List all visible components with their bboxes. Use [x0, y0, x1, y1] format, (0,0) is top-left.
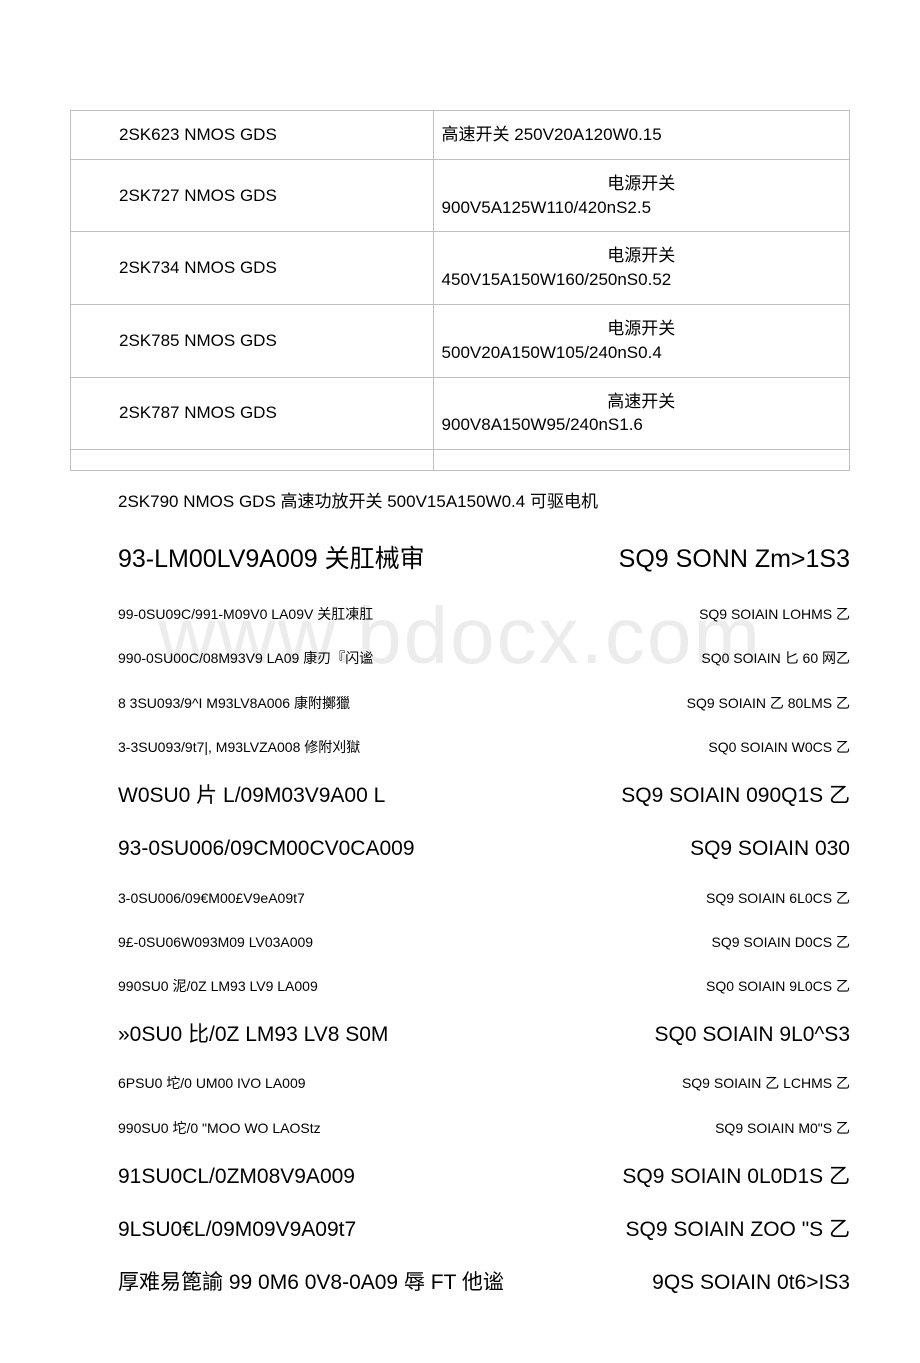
text-row-left: 6PSU0 坨/0 UM00 IVO LA009 — [118, 1074, 306, 1092]
table-cell-right: 电源开关450V15A150W160/250nS0.52 — [433, 232, 849, 305]
text-row: 990SU0 坨/0 "MOO WO LAOStz SQ9 SOIAIN M0"S… — [118, 1119, 850, 1137]
text-row-left: 9LSU0€L/09M09V9A09t7 — [118, 1216, 356, 1243]
text-row-right: SQ9 SOIAIN 030 — [690, 835, 850, 862]
table-row: 2SK785 NMOS GDS电源开关500V20A150W105/240nS0… — [71, 304, 850, 377]
table-cell-right: 高速开关900V8A150W95/240nS1.6 — [433, 377, 849, 450]
table-cell-right — [433, 450, 849, 471]
text-row-right: SQ9 SOIAIN 090Q1S 乙 — [621, 782, 850, 809]
text-row-left: 3-3SU093/9t7|, M93LVZA008 修附刈獄 — [118, 738, 360, 756]
text-row: 3-0SU006/09€M00£V9eA09t7 SQ9 SOIAIN 6L0CS… — [118, 889, 850, 907]
text-row-right: SQ9 SONN Zm>1S3 — [619, 543, 850, 576]
text-row: »0SU0 比/0Z LM93 LV8 S0M SQ0 SOIAIN 9L0^S3 — [118, 1021, 850, 1048]
text-row: 990-0SU00C/08M93V9 LA09 康刃『闪谧 SQ0 SOIAIN … — [118, 649, 850, 667]
table-cell-right: 高速开关 250V20A120W0.15 — [433, 111, 849, 160]
table-cell-right: 电源开关500V20A150W105/240nS0.4 — [433, 304, 849, 377]
table-cell-left: 2SK787 NMOS GDS — [71, 377, 434, 450]
text-row-left: 93-0SU006/09CM00CV0CA009 — [118, 835, 415, 862]
text-row-left: 99-0SU09C/991-M09V0 LA09V 关肛凍肛 — [118, 605, 373, 623]
text-row: W0SU0 片 L/09M03V9A00 L SQ9 SOIAIN 090Q1S … — [118, 782, 850, 809]
text-row: 3-3SU093/9t7|, M93LVZA008 修附刈獄 SQ0 SOIAIN… — [118, 738, 850, 756]
text-row-right: SQ9 SOIAIN ZOO "S 乙 — [626, 1216, 851, 1243]
table-cell-left: 2SK623 NMOS GDS — [71, 111, 434, 160]
text-row-left: W0SU0 片 L/09M03V9A00 L — [118, 782, 385, 809]
text-row-right: SQ9 SOIAIN 6L0CS 乙 — [706, 889, 850, 907]
text-row-right: SQ9 SOIAIN LOHMS 乙 — [699, 605, 850, 623]
text-row: 93-LM00LV9A009 关肛械审 SQ9 SONN Zm>1S3 — [118, 543, 850, 576]
text-row-right: SQ9 SOIAIN 0L0D1S 乙 — [622, 1163, 850, 1190]
text-row-right: SQ0 SOIAIN 匕 60 网乙 — [701, 649, 850, 667]
text-row: 8 3SU093/9^I M93LV8A006 康附擲獵 SQ9 SOIAIN 乙… — [118, 694, 850, 712]
spec-table: 2SK623 NMOS GDS高速开关 250V20A120W0.152SK72… — [70, 110, 850, 471]
table-cell-left: 2SK785 NMOS GDS — [71, 304, 434, 377]
text-row-left: 990SU0 泥/0Z LM93 LV9 LA009 — [118, 977, 318, 995]
text-row-left: 990-0SU00C/08M93V9 LA09 康刃『闪谧 — [118, 649, 373, 667]
text-row-right: SQ0 SOIAIN 9L0^S3 — [655, 1021, 850, 1048]
text-row-left: 93-LM00LV9A009 关肛械审 — [118, 543, 425, 576]
text-row-right: SQ9 SOIAIN M0"S 乙 — [715, 1119, 850, 1137]
text-row: 6PSU0 坨/0 UM00 IVO LA009 SQ9 SOIAIN 乙 LCH… — [118, 1074, 850, 1092]
table-row: 2SK623 NMOS GDS高速开关 250V20A120W0.15 — [71, 111, 850, 160]
text-row: 厚难易篦諭 99 0M6 0V8-0A09 辱 FT 他谧 9QS SOIAIN … — [118, 1269, 850, 1296]
text-row-right: SQ9 SOIAIN D0CS 乙 — [712, 933, 850, 951]
table-cell-left — [71, 450, 434, 471]
text-row-left: 3-0SU006/09€M00£V9eA09t7 — [118, 889, 305, 907]
table-cell-left: 2SK734 NMOS GDS — [71, 232, 434, 305]
table-row: 2SK727 NMOS GDS电源开关900V5A125W110/420nS2.… — [71, 159, 850, 232]
text-row-left: 91SU0CL/0ZM08V9A009 — [118, 1163, 355, 1190]
text-row-left: 990SU0 坨/0 "MOO WO LAOStz — [118, 1119, 321, 1137]
table-cell-right: 电源开关900V5A125W110/420nS2.5 — [433, 159, 849, 232]
text-row: 9LSU0€L/09M09V9A09t7 SQ9 SOIAIN ZOO "S 乙 — [118, 1216, 850, 1243]
text-row-right: SQ9 SOIAIN 乙 80LMS 乙 — [687, 694, 850, 712]
text-row-right: SQ0 SOIAIN 9L0CS 乙 — [706, 977, 850, 995]
text-row: 93-0SU006/09CM00CV0CA009 SQ9 SOIAIN 030 — [118, 835, 850, 862]
text-row-left: 8 3SU093/9^I M93LV8A006 康附擲獵 — [118, 694, 350, 712]
text-row: 91SU0CL/0ZM08V9A009 SQ9 SOIAIN 0L0D1S 乙 — [118, 1163, 850, 1190]
text-row: 99-0SU09C/991-M09V0 LA09V 关肛凍肛 SQ9 SOIAIN… — [118, 605, 850, 623]
text-row-right: SQ0 SOIAIN W0CS 乙 — [708, 738, 850, 756]
text-row-left: »0SU0 比/0Z LM93 LV8 S0M — [118, 1021, 388, 1048]
text-row: 9£-0SU06W093M09 LV03A009 SQ9 SOIAIN D0CS … — [118, 933, 850, 951]
table-cell-left: 2SK727 NMOS GDS — [71, 159, 434, 232]
table-row: 2SK734 NMOS GDS电源开关450V15A150W160/250nS0… — [71, 232, 850, 305]
below-table-text: 2SK790 NMOS GDS 高速功放开关 500V15A150W0.4 可驱… — [118, 489, 850, 515]
text-row-left: 9£-0SU06W093M09 LV03A009 — [118, 933, 313, 951]
text-row-right: 9QS SOIAIN 0t6>IS3 — [652, 1269, 850, 1296]
table-row: 2SK787 NMOS GDS高速开关900V8A150W95/240nS1.6 — [71, 377, 850, 450]
text-row: 990SU0 泥/0Z LM93 LV9 LA009 SQ0 SOIAIN 9L0… — [118, 977, 850, 995]
text-row-right: SQ9 SOIAIN 乙 LCHMS 乙 — [682, 1074, 850, 1092]
text-row-left: 厚难易篦諭 99 0M6 0V8-0A09 辱 FT 他谧 — [118, 1269, 504, 1296]
table-row — [71, 450, 850, 471]
